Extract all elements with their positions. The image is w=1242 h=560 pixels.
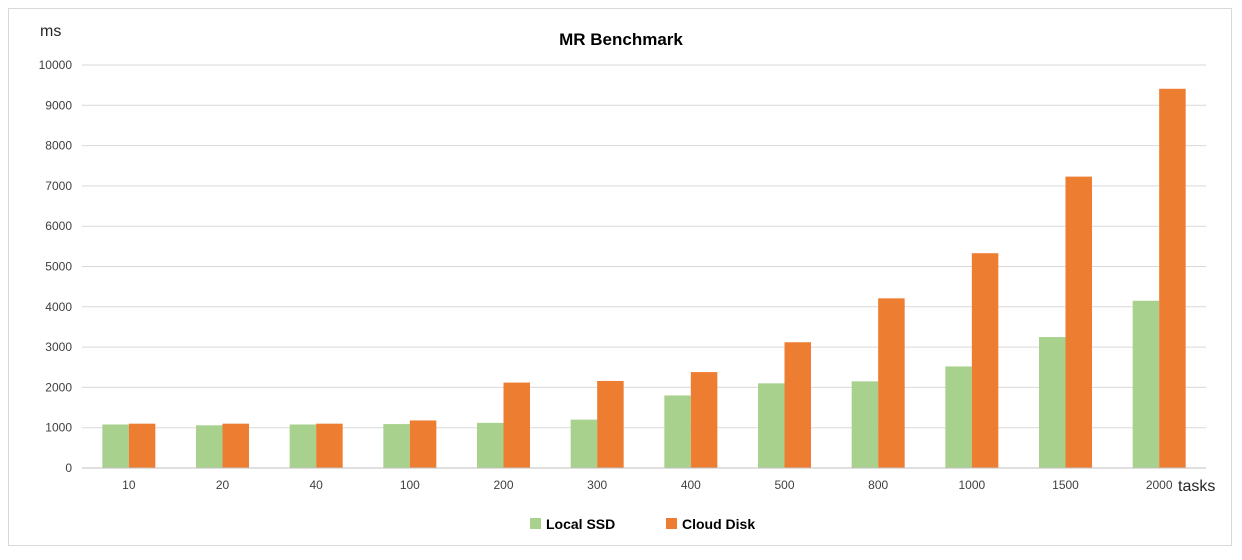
y-tick-label: 9000	[45, 98, 72, 112]
bar-cloud-disk-40	[316, 423, 343, 468]
bar-local-ssd-10	[102, 424, 129, 468]
bar-local-ssd-100	[383, 424, 410, 468]
bar-local-ssd-1500	[1039, 337, 1066, 468]
bar-cloud-disk-200	[503, 382, 530, 468]
bar-local-ssd-800	[851, 381, 879, 468]
x-tick-label: 10	[122, 478, 136, 492]
x-tick-label: 500	[774, 478, 794, 492]
x-tick-label: 200	[493, 478, 513, 492]
x-tick-label: 100	[400, 478, 420, 492]
y-tick-label: 8000	[45, 139, 72, 153]
x-tick-label: 2000	[1146, 478, 1173, 492]
x-tick-label: 1000	[958, 478, 985, 492]
chart-title: MR Benchmark	[559, 30, 683, 49]
x-tick-label: 1500	[1052, 478, 1079, 492]
legend-swatch	[530, 518, 541, 529]
y-tick-label: 6000	[45, 219, 72, 233]
legend-label: Local SSD	[546, 516, 615, 532]
y-axis-ticks: 0 1000 2000 3000 4000 5000 6000 7000 8000 9000 100…	[39, 58, 73, 475]
y-tick-label: 3000	[45, 340, 72, 354]
y-tick-label: 5000	[45, 260, 72, 274]
x-tick-label: 40	[309, 478, 323, 492]
gridlines	[82, 64, 1206, 429]
bars	[102, 88, 1186, 469]
y-tick-label: 10000	[39, 58, 73, 72]
bar-local-ssd-1000	[945, 366, 972, 468]
y-tick-label: 1000	[45, 421, 72, 435]
legend: Local SSD Cloud Disk	[530, 516, 755, 532]
y-axis-label: ms	[40, 23, 61, 40]
bar-cloud-disk-10	[128, 423, 156, 468]
x-tick-label: 800	[868, 478, 888, 492]
bar-cloud-disk-1000	[971, 253, 999, 468]
x-tick-label: 300	[587, 478, 607, 492]
bar-cloud-disk-400	[690, 372, 718, 468]
bar-cloud-disk-500	[784, 342, 811, 468]
bar-cloud-disk-800	[878, 298, 905, 468]
x-tick-label: 400	[681, 478, 701, 492]
bar-local-ssd-200	[477, 422, 504, 468]
y-tick-label: 0	[65, 461, 72, 475]
y-tick-label: 4000	[45, 300, 72, 314]
x-tick-label: 20	[216, 478, 230, 492]
x-axis-ticks: 10 20 40 100 200 300 400 500 800 1000 1500 2000	[122, 478, 1173, 492]
y-tick-label: 7000	[45, 179, 72, 193]
bar-cloud-disk-1500	[1065, 176, 1092, 469]
legend-label: Cloud Disk	[682, 516, 755, 532]
bar-local-ssd-400	[664, 395, 691, 468]
legend-swatch	[666, 518, 677, 529]
bar-cloud-disk-100	[409, 420, 437, 468]
x-axis-label: tasks	[1178, 478, 1215, 495]
bar-local-ssd-300	[570, 419, 598, 468]
bar-local-ssd-500	[758, 383, 785, 468]
bar-cloud-disk-2000	[1159, 88, 1186, 468]
bar-cloud-disk-20	[222, 423, 249, 468]
y-tick-label: 2000	[45, 380, 72, 394]
bar-local-ssd-20	[196, 425, 223, 468]
bar-local-ssd-40	[289, 424, 317, 468]
bar-local-ssd-2000	[1132, 300, 1160, 468]
bar-cloud-disk-300	[597, 380, 624, 468]
